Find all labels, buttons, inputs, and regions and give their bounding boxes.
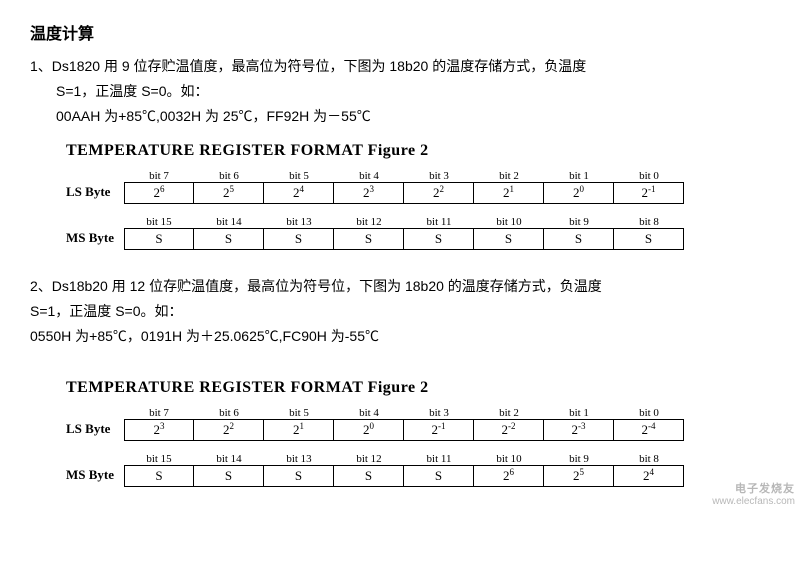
register-cell: 25 [194, 182, 264, 204]
section1-table: . bit 7bit 6bit 5bit 4bit 3bit 2bit 1bit… [66, 162, 775, 250]
register-cell: 2-4 [614, 419, 684, 441]
bit-label: bit 0 [614, 170, 684, 182]
register-cell: 21 [264, 419, 334, 441]
bit-label: bit 13 [264, 216, 334, 228]
register-cell: S [264, 465, 334, 487]
register-cell: 26 [124, 182, 194, 204]
bit-label: bit 9 [544, 453, 614, 465]
bit-label: bit 13 [264, 453, 334, 465]
bit-label: bit 10 [474, 216, 544, 228]
bit-label: bit 10 [474, 453, 544, 465]
bit-label: bit 3 [404, 407, 474, 419]
register-cell: 22 [194, 419, 264, 441]
section1-ms-label: MS Byte [66, 230, 124, 250]
register-cell: S [194, 228, 264, 250]
bit-label: bit 4 [334, 407, 404, 419]
section1-ms-bitlabels-row: . bit 15bit 14bit 13bit 12bit 11bit 10bi… [66, 208, 775, 228]
bit-label: bit 11 [404, 453, 474, 465]
register-cell: 25 [544, 465, 614, 487]
bit-label: bit 11 [404, 216, 474, 228]
watermark-url: www.elecfans.com [712, 496, 795, 507]
section1-reg-title: TEMPERATURE REGISTER FORMAT Figure 2 [66, 142, 775, 160]
register-cell: 23 [124, 419, 194, 441]
section1-line2: S=1，正温度 S=0。如： [30, 79, 775, 104]
register-cell: 22 [404, 182, 474, 204]
bit-label: bit 14 [194, 216, 264, 228]
section2-para: 2、Ds18b20 用 12 位存贮温值度，最高位为符号位，下图为 18b20 … [30, 274, 775, 299]
section2-line3: 0550H 为+85℃，0191H 为＋25.0625℃,FC90H 为-55℃ [30, 324, 775, 349]
register-cell: S [194, 465, 264, 487]
section1-ls-label: LS Byte [66, 184, 124, 204]
register-cell: S [124, 465, 194, 487]
bit-label: bit 4 [334, 170, 404, 182]
bit-label: bit 5 [264, 407, 334, 419]
register-cell: S [264, 228, 334, 250]
section2-ms-bitlabels-row: . bit 15bit 14bit 13bit 12bit 11bit 10bi… [66, 445, 775, 465]
section1-line1: Ds1820 用 9 位存贮温值度，最高位为符号位，下图为 18b20 的温度存… [52, 58, 586, 74]
watermark-logo: 电子发烧友 [712, 480, 795, 496]
watermark: 电子发烧友 www.elecfans.com [712, 480, 795, 507]
bit-label: bit 2 [474, 407, 544, 419]
bit-label: bit 15 [124, 216, 194, 228]
bit-label: bit 8 [614, 216, 684, 228]
doc-title: 温度计算 [30, 20, 775, 44]
register-cell: S [124, 228, 194, 250]
register-cell: 24 [614, 465, 684, 487]
register-cell: S [474, 228, 544, 250]
register-cell: 2-2 [474, 419, 544, 441]
bit-label: bit 12 [334, 453, 404, 465]
register-cell: 2-1 [614, 182, 684, 204]
register-cell: 20 [334, 419, 404, 441]
register-cell: S [614, 228, 684, 250]
bit-label: bit 6 [194, 407, 264, 419]
section1-ls-bitlabels-row: . bit 7bit 6bit 5bit 4bit 3bit 2bit 1bit… [66, 162, 775, 182]
bit-label: bit 1 [544, 407, 614, 419]
section1-line3: 00AAH 为+85℃,0032H 为 25℃，FF92H 为－55℃ [30, 104, 775, 129]
bit-label: bit 15 [124, 453, 194, 465]
register-cell: 24 [264, 182, 334, 204]
register-cell: 21 [474, 182, 544, 204]
bit-label: bit 7 [124, 407, 194, 419]
section2-line1: Ds18b20 用 12 位存贮温值度，最高位为符号位，下图为 18b20 的温… [52, 278, 602, 294]
register-cell: S [334, 228, 404, 250]
bit-label: bit 2 [474, 170, 544, 182]
register-cell: 20 [544, 182, 614, 204]
bit-label: bit 5 [264, 170, 334, 182]
section2-prefix: 2、 [30, 278, 52, 294]
register-cell: S [544, 228, 614, 250]
register-cell: 26 [474, 465, 544, 487]
section1-ms-row: MS Byte SSSSSSSS [66, 228, 775, 250]
bit-label: bit 9 [544, 216, 614, 228]
section1-prefix: 1、 [30, 58, 52, 74]
register-cell: 2-3 [544, 419, 614, 441]
register-cell: S [404, 228, 474, 250]
section2-ms-label: MS Byte [66, 467, 124, 487]
bit-label: bit 12 [334, 216, 404, 228]
register-cell: 23 [334, 182, 404, 204]
section1-para: 1、Ds1820 用 9 位存贮温值度，最高位为符号位，下图为 18b20 的温… [30, 54, 775, 79]
section2-reg-title: TEMPERATURE REGISTER FORMAT Figure 2 [66, 379, 775, 397]
section2-ls-bitlabels-row: . bit 7bit 6bit 5bit 4bit 3bit 2bit 1bit… [66, 399, 775, 419]
bit-label: bit 0 [614, 407, 684, 419]
section2-ms-row: MS Byte SSSSS262524 [66, 465, 775, 487]
section2-line2: S=1，正温度 S=0。如： [30, 299, 775, 324]
section2-ls-row: LS Byte 232221202-12-22-32-4 [66, 419, 775, 441]
bit-label: bit 14 [194, 453, 264, 465]
bit-label: bit 3 [404, 170, 474, 182]
bit-label: bit 8 [614, 453, 684, 465]
section1-ls-row: LS Byte 262524232221202-1 [66, 182, 775, 204]
section2-table: . bit 7bit 6bit 5bit 4bit 3bit 2bit 1bit… [66, 399, 775, 487]
bit-label: bit 7 [124, 170, 194, 182]
section2-ls-label: LS Byte [66, 421, 124, 441]
bit-label: bit 1 [544, 170, 614, 182]
register-cell: S [404, 465, 474, 487]
register-cell: 2-1 [404, 419, 474, 441]
register-cell: S [334, 465, 404, 487]
bit-label: bit 6 [194, 170, 264, 182]
